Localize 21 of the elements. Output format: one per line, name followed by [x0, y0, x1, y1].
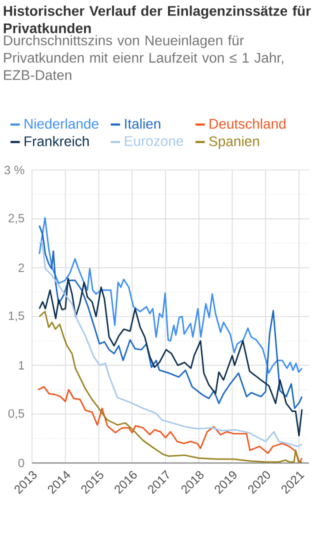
y-tick-label: 1,5 [8, 312, 24, 322]
legend-label: Italien [125, 118, 160, 129]
y-tick-label: 2,5 [8, 214, 24, 224]
y-tick-label: 1 [18, 361, 24, 370]
legend-label: Niederlande [24, 118, 98, 129]
line-series [38, 224, 303, 410]
line-series [37, 386, 303, 463]
legend-label: Frankreich [24, 136, 89, 146]
y-tick-label: 0 [18, 458, 24, 468]
chart-title: Historischer Verlauf der Einlagenzinssätze für Privatkunden [4, 6, 311, 34]
y-tick-label: 0,5 [8, 409, 24, 420]
y-tick-label: 2 [18, 263, 24, 272]
legend-label: Eurozone [124, 136, 184, 146]
line-series [38, 278, 303, 436]
legend-label: Spanien [209, 136, 260, 149]
legend-label: Deutschland [210, 118, 286, 129]
line-series [38, 310, 303, 463]
chart-subtitle: Durchschnittszins von Neueinlagen für Privatkunden mit eienr Laufzeit von ≤ 1 Jahr, EZB-Daten [4, 35, 284, 80]
line-series [38, 240, 303, 448]
y-tick-label: 3 % [4, 166, 24, 174]
line-series [38, 217, 303, 374]
